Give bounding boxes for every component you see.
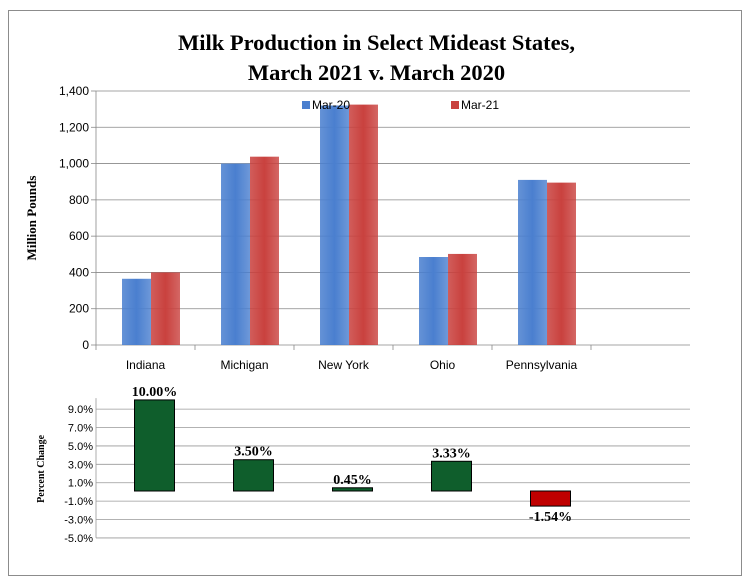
pct-data-label: 3.50% xyxy=(234,445,273,460)
pct-data-label: 10.00% xyxy=(132,385,178,400)
x-category-label: Michigan xyxy=(220,358,268,372)
bar-mar-20-pennsylvania xyxy=(518,179,547,345)
x-category-label: Pennsylvania xyxy=(506,358,578,372)
y-tick-label: 200 xyxy=(69,302,89,316)
pct-bar-indiana xyxy=(134,399,175,492)
bar-mar-20-new-york xyxy=(320,105,349,345)
bar-mar-20-michigan xyxy=(221,163,250,345)
legend-swatch-mar-20 xyxy=(302,101,310,109)
bar-mar-20-ohio xyxy=(419,257,448,345)
legend-swatch-mar-21 xyxy=(451,101,459,109)
y2-tick-label: -5.0% xyxy=(64,533,93,545)
y2-tick-label: 7.0% xyxy=(68,423,93,435)
x-category-label: Ohio xyxy=(430,358,456,372)
pct-data-label: 0.45% xyxy=(333,473,372,488)
chart-title: Milk Production in Select Mideast States… xyxy=(0,28,753,88)
y2-tick-label: -3.0% xyxy=(64,515,93,527)
pct-data-label: -1.54% xyxy=(529,510,572,525)
y2-tick-label: 5.0% xyxy=(68,441,93,453)
y-tick-label: 0 xyxy=(82,338,89,352)
y2-tick-label: -1.0% xyxy=(64,496,93,508)
legend-label-mar-21: Mar-21 xyxy=(461,98,499,112)
y-tick-label: 400 xyxy=(69,265,89,279)
y2-tick-label: 9.0% xyxy=(68,404,93,416)
chart-title-line-1: Milk Production in Select Mideast States… xyxy=(177,30,576,55)
chart-title-line-2: March 2021 v. March 2020 xyxy=(247,60,506,85)
pct-bar-new-york xyxy=(332,487,373,492)
y2-axis-label: Percent Change xyxy=(36,434,47,502)
pct-bar-michigan xyxy=(233,459,274,492)
y-tick-label: 600 xyxy=(69,229,89,243)
pct-bar-ohio xyxy=(431,460,472,492)
y-tick-label: 1,200 xyxy=(59,120,89,134)
bar-mar-21-new-york xyxy=(349,104,378,345)
pct-data-label: 3.33% xyxy=(432,446,471,461)
pct-bar-pennsylvania xyxy=(530,490,571,507)
x-category-label: Indiana xyxy=(126,358,166,372)
bar-mar-21-ohio xyxy=(448,253,477,345)
y-tick-label: 1,400 xyxy=(59,84,89,98)
bar-mar-20-indiana xyxy=(122,278,151,345)
y-tick-label: 800 xyxy=(69,193,89,207)
y-axis-label: Million Pounds xyxy=(24,176,39,261)
bar-mar-21-indiana xyxy=(151,272,180,345)
y-tick-label: 1,000 xyxy=(59,157,89,171)
bar-mar-21-pennsylvania xyxy=(547,182,576,345)
bar-mar-21-michigan xyxy=(250,156,279,345)
legend-label-mar-20: Mar-20 xyxy=(312,98,350,112)
y2-tick-label: 3.0% xyxy=(68,459,93,471)
x-category-label: New York xyxy=(318,358,370,372)
y2-tick-label: 1.0% xyxy=(68,478,93,490)
